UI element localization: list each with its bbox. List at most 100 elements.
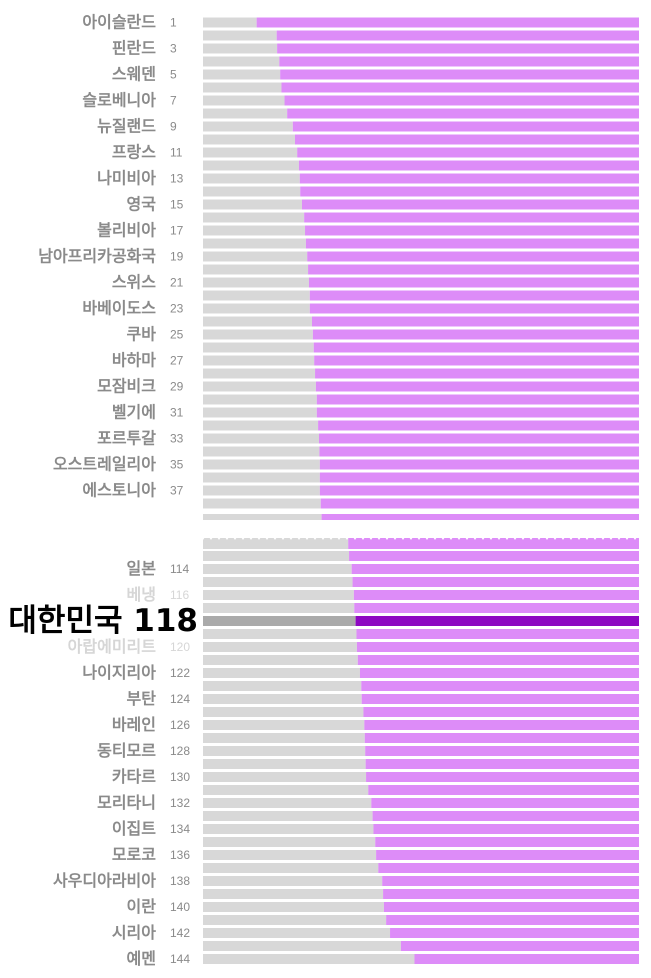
male-bar-rank-6: [203, 82, 282, 93]
female-bar-rank-18: [305, 238, 639, 249]
rank-label: 136: [170, 848, 190, 862]
rank-label: 114: [170, 562, 189, 576]
country-label: 볼리비아: [97, 221, 156, 240]
female-bar-rank-128: [365, 746, 639, 756]
female-bar-rank-14: [300, 186, 639, 197]
rank-label: 29: [170, 380, 184, 394]
male-bar-rank-4: [203, 56, 280, 67]
male-bar-rank-24: [203, 316, 312, 327]
female-bar-rank-10: [295, 134, 639, 145]
country-label: 부탄: [127, 689, 157, 708]
male-bar-rank-144: [203, 954, 415, 964]
female-bar-rank-140: [383, 902, 639, 912]
rank-label: 122: [170, 666, 190, 680]
country-label: 나이지리아: [82, 663, 156, 682]
male-bar-rank-13: [203, 173, 300, 184]
male-bar-rank-140: [203, 902, 384, 912]
female-bar-rank-114: [351, 564, 639, 574]
male-bar-rank-2: [203, 30, 277, 41]
female-bar-rank-26: [313, 342, 639, 353]
female-bar-rank-125: [363, 707, 639, 717]
country-label: 나미비아: [97, 169, 156, 188]
rank-label: 21: [170, 276, 184, 290]
female-bar-rank-132: [371, 798, 639, 808]
rank-label: 31: [170, 406, 184, 420]
female-bar-rank-121: [357, 655, 639, 665]
country-label: 모리타니: [97, 793, 156, 812]
rank-label: 134: [170, 822, 190, 836]
female-bar-rank-2: [276, 30, 639, 41]
male-bar-rank-22: [203, 290, 310, 301]
female-bar-rank-142: [390, 928, 639, 938]
female-bar-rank-12: [298, 160, 639, 171]
female-bar-rank-37: [319, 485, 639, 496]
female-bar-rank-31: [316, 407, 639, 418]
rank-label: 124: [170, 692, 190, 706]
country-label: 스위스: [112, 273, 156, 292]
country-label: 사우디아라비아: [53, 871, 156, 890]
female-bar-rank-127: [364, 733, 639, 743]
female-bar-rank-4: [279, 56, 639, 67]
male-bar-rank-134: [203, 824, 374, 834]
male-bar-rank-29: [203, 381, 316, 392]
male-bar-rank-132: [203, 798, 372, 808]
female-bar-rank-19: [307, 251, 639, 262]
female-bar-rank-133: [372, 811, 639, 821]
rank-label: 7: [170, 94, 177, 108]
male-bar-rank-37: [203, 485, 320, 496]
female-bar-rank-122: [359, 668, 639, 678]
rank-label: 33: [170, 432, 184, 446]
female-bar-rank-20: [308, 264, 639, 275]
rank-label: 130: [170, 770, 190, 784]
female-bar-rank-136: [376, 850, 639, 860]
country-label: 바레인: [112, 715, 156, 734]
male-bar-rank-28: [203, 368, 316, 379]
female-bar-rank-11: [297, 147, 639, 158]
country-label: 시리아: [112, 923, 156, 942]
rank-label: 3: [170, 42, 177, 56]
country-label: 카타르: [112, 767, 156, 786]
rank-label: 25: [170, 328, 184, 342]
country-label: 베냉: [127, 585, 156, 604]
rank-label: 23: [170, 302, 184, 316]
female-bar-rank-24: [312, 316, 639, 327]
male-bar-rank-125: [203, 707, 364, 717]
male-bar-rank-128: [203, 746, 366, 756]
male-bar-rank-11: [203, 147, 298, 158]
male-bar-rank-14: [203, 186, 301, 197]
female-bar-rank-138: [382, 876, 639, 886]
male-bar-rank-121: [203, 655, 358, 665]
country-label: 예멘: [127, 949, 156, 968]
male-bar-rank-137: [203, 863, 379, 873]
country-label: 스웨덴: [112, 65, 156, 84]
male-bar-rank-27: [203, 355, 315, 366]
break-zigzag-top: [203, 520, 639, 528]
break-female-bottom: [348, 538, 639, 549]
female-bar-rank-3: [277, 43, 639, 54]
male-bar-rank-8: [203, 108, 288, 119]
country-label: 아랍에미리트: [68, 637, 157, 656]
male-bar-rank-21: [203, 277, 309, 288]
female-bar-rank-33: [318, 433, 639, 444]
male-bar-rank-117: [203, 603, 355, 613]
male-bar-rank-16: [203, 212, 305, 223]
male-bar-rank-25: [203, 329, 313, 340]
country-label: 프랑스: [112, 143, 156, 162]
country-label: 벨기에: [112, 403, 156, 422]
male-bar-rank-32: [203, 420, 319, 431]
female-bar-rank-130: [366, 772, 639, 782]
female-bar-rank-119: [356, 629, 639, 639]
male-bar-rank-35: [203, 459, 320, 470]
male-bar-rank-20: [203, 264, 309, 275]
female-bar-rank-17: [305, 225, 639, 236]
male-bar-rank-15: [203, 199, 302, 210]
country-label: 모잠비크: [97, 377, 156, 396]
male-bar-rank-122: [203, 668, 360, 678]
female-bar-rank-34: [319, 446, 639, 457]
male-bar-rank-9: [203, 121, 293, 132]
rank-label: 144: [170, 952, 190, 966]
rank-label: 13: [170, 172, 184, 186]
female-bar-rank-5: [280, 69, 639, 80]
female-bar-rank-25: [312, 329, 639, 340]
rank-label: 120: [170, 640, 190, 654]
